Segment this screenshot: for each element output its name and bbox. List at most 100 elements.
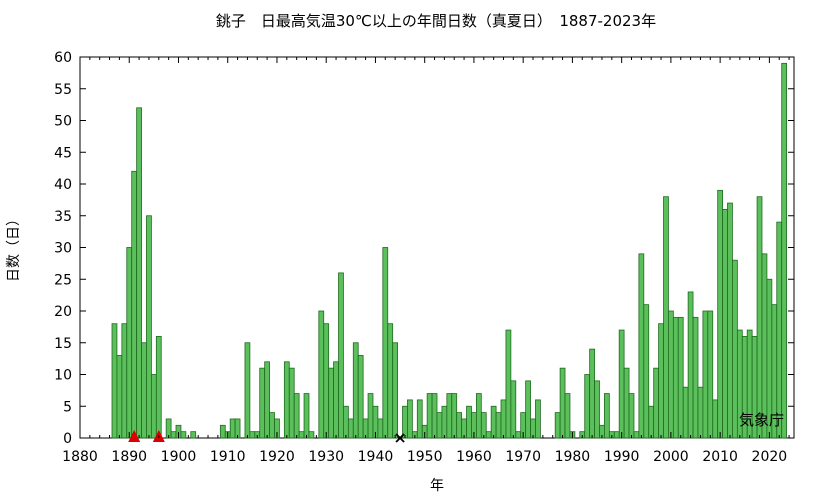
x-tick-label: 1900: [161, 449, 197, 465]
bar: [559, 367, 566, 439]
bar: [180, 431, 187, 439]
y-tick-label: 35: [54, 209, 72, 225]
bar: [131, 170, 138, 439]
bar: [402, 405, 408, 439]
bar: [357, 355, 364, 439]
bar: [633, 431, 640, 439]
bar: [308, 431, 315, 439]
bar: [367, 393, 374, 439]
bar: [722, 208, 728, 439]
bar: [333, 361, 339, 439]
bar: [352, 342, 359, 439]
bar: [589, 348, 595, 439]
bar: [677, 316, 684, 439]
x-tick-label: 1990: [604, 449, 640, 465]
bar: [141, 342, 147, 439]
bar: [244, 342, 251, 439]
y-tick-label: 10: [54, 368, 72, 384]
bar: [170, 431, 177, 439]
bar: [456, 412, 463, 439]
bar: [407, 399, 413, 439]
bar: [682, 386, 689, 439]
bar: [155, 335, 162, 439]
x-tick-label: 2000: [653, 449, 689, 465]
bar: [229, 418, 236, 439]
bar: [219, 424, 226, 439]
cross-marker: [395, 433, 405, 443]
bar: [446, 393, 453, 439]
x-axis-label: 年: [430, 478, 444, 494]
y-tick-label: 30: [54, 241, 72, 257]
bar: [343, 405, 349, 439]
bar: [377, 418, 384, 439]
bar: [283, 361, 290, 439]
y-tick-label: 25: [54, 272, 72, 288]
bar: [111, 323, 118, 439]
y-axis-label: 日数（日）: [6, 212, 22, 282]
bar: [495, 412, 502, 439]
bar: [505, 329, 512, 439]
bar: [712, 399, 719, 439]
bar: [392, 342, 398, 439]
bar: [249, 431, 256, 439]
bar: [564, 393, 571, 439]
bar: [648, 405, 655, 439]
bar: [466, 405, 472, 439]
bar: [672, 316, 679, 439]
bar: [628, 393, 635, 439]
bar: [328, 367, 334, 439]
triangle-marker: [128, 430, 141, 442]
bar: [126, 247, 133, 439]
bar: [668, 310, 674, 439]
x-tick-label: 2010: [702, 449, 738, 465]
y-tick-label: 40: [54, 177, 72, 193]
x-tick-label: 1890: [111, 449, 147, 465]
bar: [298, 431, 305, 439]
plot-area: [79, 56, 795, 439]
bar: [480, 412, 487, 439]
bar: [510, 380, 517, 439]
bar: [387, 323, 394, 439]
bar: [643, 304, 650, 439]
bar: [485, 431, 492, 439]
bar: [264, 361, 270, 439]
bar: [293, 393, 300, 439]
bar: [594, 380, 600, 439]
credit-label: 気象庁: [739, 411, 784, 429]
bar: [150, 374, 157, 439]
x-tick-label: 1980: [555, 449, 591, 465]
bar: [431, 393, 438, 439]
bar: [604, 393, 610, 439]
bar: [702, 310, 709, 439]
y-tick-label: 0: [63, 431, 72, 447]
bar: [515, 431, 522, 439]
bar: [116, 355, 123, 439]
x-tick-label: 1950: [407, 449, 443, 465]
bar: [623, 367, 630, 439]
bar: [338, 272, 344, 439]
bar: [323, 323, 330, 439]
x-tick-label: 1940: [358, 449, 394, 465]
bar: [136, 107, 142, 439]
bar: [692, 316, 699, 439]
bar: [190, 431, 197, 439]
x-tick-label: 1880: [62, 449, 98, 465]
bar: [776, 221, 783, 439]
bar: [347, 418, 354, 439]
bar: [653, 367, 659, 439]
y-tick-label: 45: [54, 145, 72, 161]
y-tick-label: 20: [54, 304, 72, 320]
bar: [584, 374, 591, 439]
x-tick-label: 1910: [210, 449, 246, 465]
y-tick-label: 60: [54, 50, 72, 66]
bar: [525, 380, 531, 439]
bar: [382, 247, 389, 439]
bar-series: [111, 62, 788, 439]
bar: [441, 405, 448, 439]
bar: [638, 253, 645, 439]
bar: [687, 291, 694, 439]
bar: [717, 189, 723, 439]
bar: [613, 431, 620, 439]
bar: [303, 393, 310, 439]
bar: [451, 393, 458, 439]
